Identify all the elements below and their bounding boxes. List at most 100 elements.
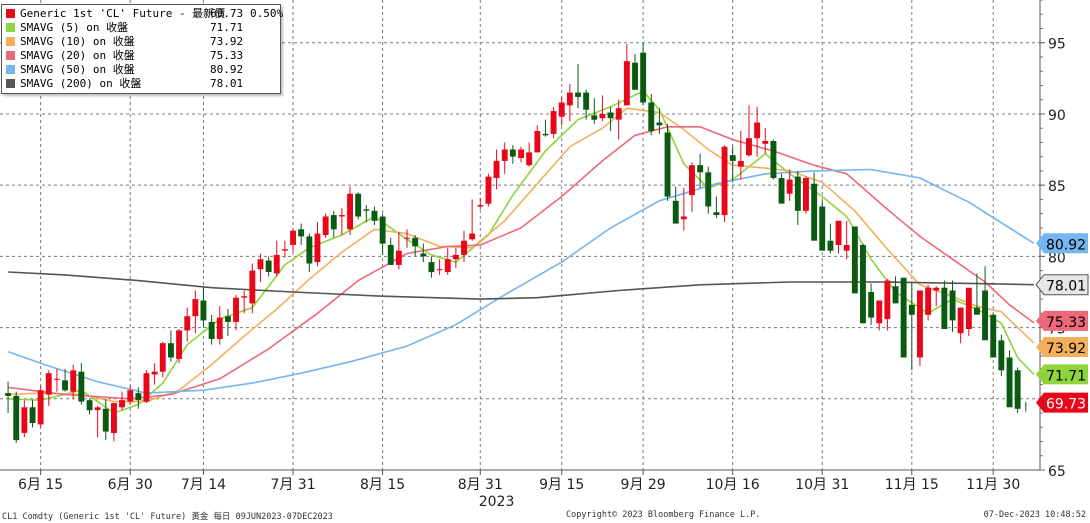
candle-body xyxy=(159,343,166,372)
candlesticks xyxy=(5,42,1027,443)
candle-body xyxy=(257,259,264,270)
candle-body xyxy=(615,108,622,120)
value-tag-bg xyxy=(1036,336,1088,357)
x-tick-label: 8月 15 xyxy=(360,477,405,493)
candle-body xyxy=(477,205,484,207)
candle-body xyxy=(640,52,647,103)
candle-body xyxy=(13,395,20,441)
candle-body xyxy=(330,215,337,230)
candle-body xyxy=(363,209,370,211)
candle-body xyxy=(111,403,117,433)
candle-body xyxy=(70,370,77,392)
legend-value-sma5: 71.71 xyxy=(210,21,244,34)
candle-body xyxy=(949,290,956,321)
candle-body xyxy=(428,262,435,273)
candle-body xyxy=(420,253,427,257)
candle-body xyxy=(900,277,907,358)
candle-body xyxy=(974,307,980,315)
candle-body xyxy=(127,390,134,402)
legend-value-sma20: 75.33 xyxy=(210,49,244,62)
x-tick-label: 11月 15 xyxy=(885,477,939,493)
candle-body xyxy=(933,287,940,291)
candle-body xyxy=(648,102,655,131)
candle-body xyxy=(884,280,891,320)
candle-body xyxy=(575,92,581,97)
footer-security-description: CL1 Comdty (Generic 1st 'CL' Future) 黃金 … xyxy=(2,512,333,522)
candle-body xyxy=(208,321,215,339)
candle-body xyxy=(672,200,679,224)
value-tag-bg xyxy=(1036,310,1088,331)
x-year-label: 2023 xyxy=(479,494,515,510)
candle-body xyxy=(632,62,638,90)
candle-body xyxy=(697,165,704,173)
legend-value-sma10: 73.92 xyxy=(210,35,244,48)
candle-body xyxy=(233,297,239,322)
x-tick-label: 11月 30 xyxy=(966,477,1020,493)
candle-body xyxy=(21,407,28,433)
candle-body xyxy=(45,373,52,395)
value-tag-label: 78.01 xyxy=(1046,279,1086,295)
y-tick-label: 95 xyxy=(1048,37,1066,53)
candle-body xyxy=(803,178,809,211)
candle-body xyxy=(37,390,44,425)
candle-body xyxy=(990,314,997,358)
candle-body xyxy=(78,371,85,402)
legend-name-sma5: SMAVG (5) on 收盤 xyxy=(20,21,129,34)
candle-body xyxy=(794,176,801,211)
candle-body xyxy=(778,178,785,204)
footer-copyright: Copyright© 2023 Bloomberg Finance L.P. xyxy=(566,510,761,520)
candle-body xyxy=(306,236,313,264)
candle-body xyxy=(216,317,223,339)
candle-body xyxy=(273,254,280,274)
footer-timestamp: 07-Dec-2023 10:48:52 xyxy=(983,510,1086,520)
candle-body xyxy=(925,287,932,315)
candle-body xyxy=(86,400,93,411)
candle-body xyxy=(5,393,11,396)
value-tag-bg xyxy=(1036,364,1088,385)
candle-body xyxy=(501,149,508,161)
ma-line-3 xyxy=(7,168,1035,394)
x-tick-label: 7月 14 xyxy=(181,477,226,493)
value-tag: 69.73 xyxy=(1036,392,1088,413)
candle-body xyxy=(965,287,972,329)
candle-body xyxy=(200,300,207,321)
candle-body xyxy=(119,400,125,408)
candle-body xyxy=(452,254,459,260)
legend-swatch-sma50 xyxy=(6,65,15,74)
candle-body xyxy=(282,249,288,251)
value-tag-bg xyxy=(1036,233,1088,254)
legend-name-sma10: SMAVG (10) on 收盤 xyxy=(20,35,135,48)
x-tick-label: 10月 16 xyxy=(706,477,760,493)
candle-body xyxy=(249,270,256,304)
legend-change: 0.50% xyxy=(250,7,284,20)
value-tag-bg xyxy=(1036,392,1088,413)
legend-last-price: 69.73 xyxy=(210,7,244,20)
value-tag-label: 71.71 xyxy=(1046,368,1086,384)
ma-line-2 xyxy=(8,126,1035,400)
candle-body xyxy=(599,113,606,119)
candle-body xyxy=(957,307,964,334)
candle-body xyxy=(737,160,744,167)
value-tag: 78.01 xyxy=(1035,274,1089,296)
candle-body xyxy=(143,373,150,402)
candle-body xyxy=(827,240,834,251)
candle-body xyxy=(1006,357,1013,408)
legend-swatch-sma5 xyxy=(6,23,15,32)
ma-line-1 xyxy=(8,107,1035,403)
legend-swatch-sma20 xyxy=(6,51,15,60)
candle-body xyxy=(436,269,443,271)
candle-body xyxy=(998,340,1005,371)
candle-body xyxy=(851,226,858,294)
value-tag: 75.33 xyxy=(1036,310,1088,331)
candle-body xyxy=(689,165,695,196)
y-tick-label: 85 xyxy=(1048,179,1066,195)
candle-body xyxy=(566,92,573,106)
candle-body xyxy=(151,371,158,375)
value-tag-label: 69.73 xyxy=(1046,397,1086,413)
candle-body xyxy=(469,233,476,240)
candle-body xyxy=(705,172,712,207)
candle-body xyxy=(493,160,500,178)
candle-body xyxy=(770,141,777,178)
candle-body xyxy=(387,245,394,265)
